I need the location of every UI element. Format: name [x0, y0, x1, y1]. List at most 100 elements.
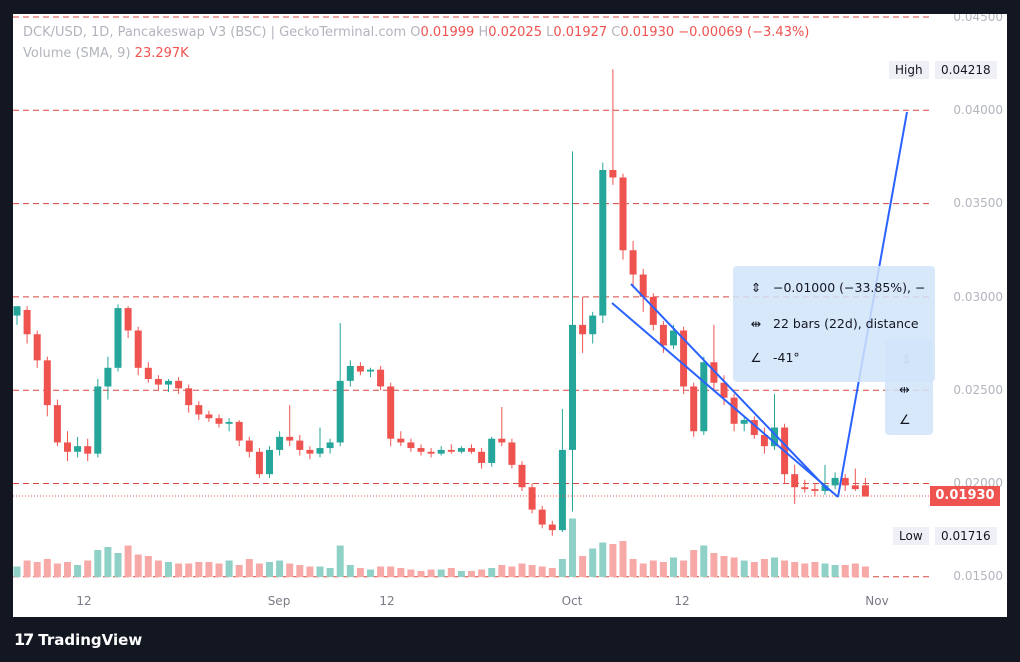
candle-body [104, 367, 112, 387]
ghost-range-icon: ⇹ [899, 383, 910, 398]
candle-body [528, 487, 536, 510]
open-value: 0.01999 [420, 25, 475, 40]
volume-bar [114, 553, 122, 577]
candle-body [690, 386, 698, 432]
volume-bar [397, 568, 405, 577]
candle-body [154, 379, 162, 385]
volume-bar [599, 542, 607, 577]
low-tag-label: Low [893, 527, 929, 545]
time-tick: 12 [379, 594, 395, 608]
volume-bar [851, 563, 859, 577]
volume-bar [43, 559, 51, 577]
candle-body [326, 442, 334, 449]
volume-bar [821, 563, 829, 577]
high-tag-value: 0.04218 [935, 61, 997, 79]
trend-line-upper[interactable] [630, 283, 829, 491]
volume-bar [266, 562, 273, 577]
candle-body [720, 382, 728, 398]
volume-bar [165, 562, 172, 577]
trend-line-lower[interactable] [611, 302, 839, 498]
volume-bar [720, 556, 728, 577]
range-icon: ⇹ [750, 316, 762, 331]
candle-body [649, 296, 657, 325]
volume-bar [528, 565, 536, 577]
volume-bar [94, 550, 102, 577]
brand-name: TradingView [38, 630, 143, 649]
candle-body [356, 365, 364, 372]
candle-body [245, 440, 253, 452]
volume-bar [740, 560, 748, 577]
candle-body [710, 362, 718, 383]
measure-angle: -41° [773, 350, 800, 365]
measure-bars-row: ⇹ 22 bars (22d), distance [747, 316, 919, 331]
volume-label: Volume (SMA, 9) [23, 46, 131, 61]
candle-body [730, 397, 738, 424]
candle-body [468, 448, 475, 452]
volume-bar [104, 547, 112, 577]
candle-body [94, 386, 102, 454]
candle-body [53, 405, 61, 443]
volume-bar [811, 562, 819, 577]
candle-body [791, 474, 799, 488]
chart-frame[interactable]: DCK/USD, 1D, Pancakeswap V3 (BSC) | Geck… [13, 14, 1007, 617]
time-tick: 12 [76, 594, 92, 608]
price-tick: 0.03500 [953, 196, 1003, 210]
candle-body [377, 369, 385, 387]
symbol-title: DCK/USD, 1D, Pancakeswap V3 (BSC) | Geck… [23, 25, 407, 40]
volume-bar [185, 563, 193, 577]
candle-body [417, 448, 425, 452]
volume-bar [286, 563, 294, 577]
volume-bar [841, 565, 849, 577]
volume-bar [710, 553, 718, 577]
volume-bar [498, 565, 506, 577]
volume-bar [437, 569, 445, 577]
candle-body [175, 380, 183, 389]
candle-body [346, 365, 354, 381]
low-tag-value: 0.01716 [935, 527, 997, 545]
candle-body [336, 380, 344, 443]
volume-bar [457, 571, 465, 577]
high-label: H [478, 25, 489, 40]
volume-bar [245, 559, 253, 577]
volume-bar [750, 562, 758, 577]
candle-body [831, 477, 839, 486]
volume-bar [831, 565, 839, 577]
volume-bar [659, 562, 667, 577]
candle-body [316, 448, 324, 454]
low-label: L [546, 25, 554, 40]
volume-bar [548, 568, 556, 577]
candle-body [841, 477, 849, 486]
candle-body [387, 386, 395, 439]
volume-bar [730, 557, 738, 577]
price-tick: 0.03000 [953, 290, 1003, 304]
tradingview-logo[interactable]: 17 TradingView [14, 630, 142, 649]
candle-body [680, 330, 688, 387]
volume-bar [387, 566, 395, 577]
volume-bar [215, 563, 223, 577]
volume-legend: Volume (SMA, 9) 23.297K [23, 46, 189, 61]
candle-body [205, 414, 213, 419]
candle-body [447, 449, 455, 452]
candle-body [670, 330, 677, 346]
volume-value: 23.297K [134, 46, 189, 61]
candle-body [407, 442, 415, 449]
volume-bar [326, 568, 334, 577]
low-value: 0.01927 [553, 25, 608, 40]
candle-body [629, 250, 637, 275]
volume-bar [589, 548, 597, 577]
candle-body [659, 324, 667, 346]
price-chart[interactable] [13, 14, 1007, 617]
measure-price-row: ⇕ −0.01000 (−33.85%), − [747, 280, 926, 295]
close-value: 0.01930 [620, 25, 675, 40]
candle-body [144, 367, 152, 380]
time-tick: Sep [267, 594, 291, 608]
candle-body [740, 420, 748, 424]
candle-body [851, 485, 859, 490]
measure-price-change: −0.01000 (−33.85%), − [773, 280, 926, 295]
candle-body [437, 449, 445, 454]
volume-bar [508, 566, 516, 577]
candle-body [457, 448, 465, 452]
volume-bar [569, 518, 576, 577]
high-tag-label: High [889, 61, 929, 79]
candle-body [165, 380, 172, 385]
